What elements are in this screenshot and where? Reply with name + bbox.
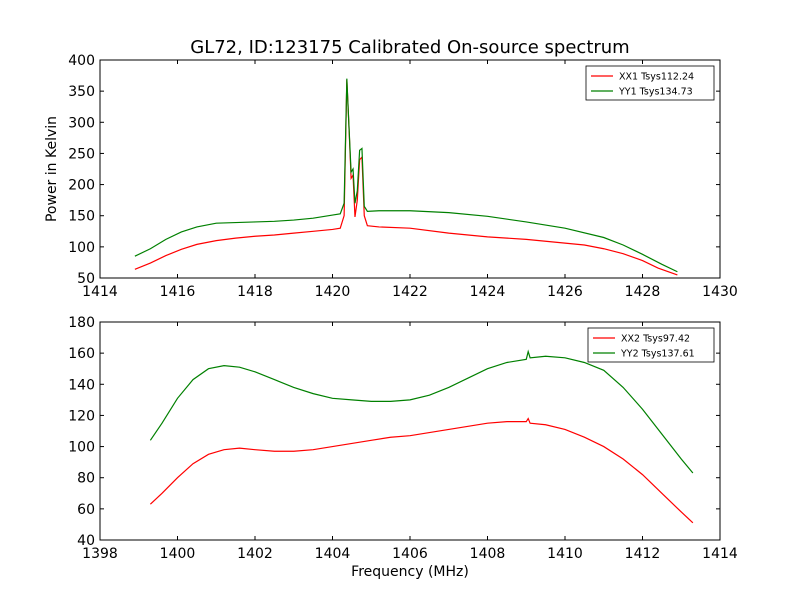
y-tick-label: 100 [68,440,95,456]
y-tick-label: 300 [68,115,95,131]
x-tick-label: 1422 [392,284,428,300]
y-tick-label: 150 [68,209,95,225]
series-line-xx2 [149,417,694,524]
y-tick-label: 120 [68,408,95,424]
y-tick-label: 200 [68,178,95,194]
panel-top: 1414 1416 1418 1420 1422 1424 1426 1428 1430 50 10… [44,53,738,300]
y-tick-label: 140 [68,377,95,393]
legend-label: YY1 Tsys134.73 [618,87,693,98]
legend: XX1 Tsys112.24 YY1 Tsys134.73 [585,65,715,101]
legend-label: YY2 Tsys137.61 [620,349,695,360]
x-tick-label: 1418 [237,284,273,300]
x-tick-label: 1404 [315,546,351,562]
x-tick-label: 1408 [470,546,506,562]
chart-title: GL72, ID:123175 Calibrated On-source spe… [190,37,629,58]
y-tick-label: 80 [77,471,95,487]
x-tick-label: 1424 [470,284,506,300]
y-tick-label: 350 [68,84,95,100]
y-tick-label: 160 [68,346,95,362]
legend-label: XX1 Tsys112.24 [619,72,694,83]
x-tick-label: 1426 [547,284,583,300]
x-tick-label: 1430 [702,284,738,300]
legend-label: XX2 Tsys97.42 [621,334,690,345]
x-tick-label: 1400 [160,546,196,562]
x-tick-label: 1410 [547,546,583,562]
x-tick-label: 1416 [160,284,196,300]
y-tick-label: 180 [68,315,95,331]
legend-box [585,65,715,101]
panel-bottom: 1398 1400 1402 1404 1406 1408 1410 1412 1414 40 60… [68,315,738,580]
y-tick-label: 60 [77,502,95,518]
series-line-yy2 [149,349,694,474]
y-tick-label: 50 [77,271,95,287]
x-tick-label: 1398 [82,546,118,562]
x-tick-label: 1406 [392,546,428,562]
legend-box [587,327,715,363]
y-tick-label: 250 [68,146,95,162]
x-tick-label: 1428 [625,284,661,300]
x-tick-label: 1414 [702,546,738,562]
x-tick-label: 1412 [625,546,661,562]
x-axis-label: Frequency (MHz) [351,564,469,580]
x-tick-label: 1420 [315,284,351,300]
y-tick-label: 100 [68,240,95,256]
y-tick-label: 400 [68,53,95,69]
x-tick-label: 1402 [237,546,273,562]
series-line-xx1 [134,79,678,276]
legend: XX2 Tsys97.42 YY2 Tsys137.61 [587,327,715,363]
y-axis-label: Power in Kelvin [44,116,60,222]
x-tick-label: 1414 [82,284,118,300]
y-tick-label: 40 [77,533,95,549]
series-line-yy1 [134,78,678,273]
